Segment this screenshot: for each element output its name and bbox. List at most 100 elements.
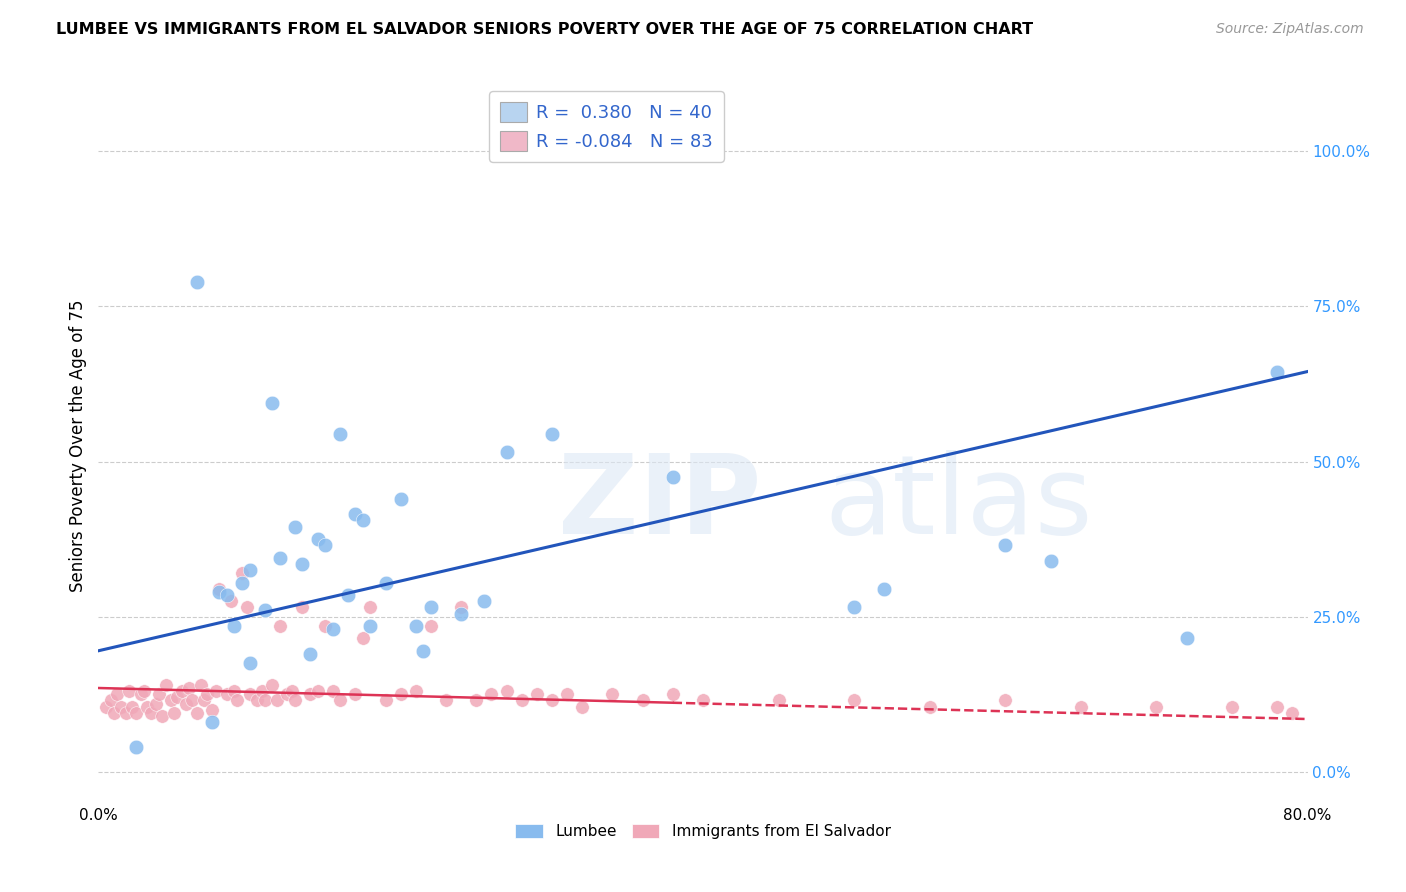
Point — [307, 684, 329, 698]
Point — [661, 470, 683, 484]
Y-axis label: Seniors Poverty Over the Age of 75: Seniors Poverty Over the Age of 75 — [69, 300, 87, 592]
Point — [215, 687, 238, 701]
Point — [118, 684, 141, 698]
Point — [472, 594, 495, 608]
Point — [526, 687, 548, 701]
Point — [291, 600, 314, 615]
Point — [540, 426, 562, 441]
Point — [1175, 632, 1198, 646]
Point — [105, 687, 128, 701]
Point — [291, 557, 314, 571]
Point — [239, 656, 262, 670]
Point — [555, 687, 578, 701]
Point — [208, 582, 231, 596]
Point — [125, 739, 148, 754]
Point — [329, 693, 352, 707]
Point — [768, 693, 790, 707]
Point — [186, 706, 208, 720]
Point — [284, 519, 307, 533]
Point — [195, 687, 218, 701]
Point — [224, 684, 246, 698]
Point — [314, 538, 336, 552]
Point — [307, 532, 329, 546]
Legend: Lumbee, Immigrants from El Salvador: Lumbee, Immigrants from El Salvador — [509, 818, 897, 845]
Point — [434, 693, 457, 707]
Point — [129, 687, 152, 701]
Point — [420, 619, 443, 633]
Point — [344, 687, 367, 701]
Point — [150, 709, 173, 723]
Point — [224, 619, 246, 633]
Point — [602, 687, 624, 701]
Point — [495, 684, 517, 698]
Point — [299, 647, 322, 661]
Point — [276, 687, 298, 701]
Point — [226, 693, 249, 707]
Point — [262, 678, 284, 692]
Point — [1220, 699, 1243, 714]
Point — [239, 563, 262, 577]
Point — [235, 600, 257, 615]
Point — [190, 678, 212, 692]
Point — [284, 693, 307, 707]
Point — [389, 687, 412, 701]
Point — [114, 706, 136, 720]
Point — [266, 693, 288, 707]
Point — [450, 607, 472, 621]
Text: ZIP: ZIP — [558, 450, 761, 557]
Point — [215, 588, 238, 602]
Point — [145, 697, 167, 711]
Point — [692, 693, 714, 707]
Point — [374, 693, 396, 707]
Point — [262, 395, 284, 409]
Point — [253, 603, 276, 617]
Point — [135, 699, 157, 714]
Point — [160, 693, 183, 707]
Point — [465, 693, 488, 707]
Point — [166, 690, 188, 705]
Point — [405, 684, 427, 698]
Point — [314, 619, 336, 633]
Point — [148, 687, 170, 701]
Text: atlas: atlas — [824, 450, 1092, 557]
Point — [269, 619, 291, 633]
Point — [374, 575, 396, 590]
Point — [201, 703, 224, 717]
Point — [141, 706, 163, 720]
Point — [181, 693, 204, 707]
Point — [571, 699, 593, 714]
Point — [510, 693, 533, 707]
Point — [121, 699, 143, 714]
Point — [103, 706, 125, 720]
Point — [994, 693, 1017, 707]
Point — [299, 687, 322, 701]
Point — [208, 584, 231, 599]
Point — [873, 582, 896, 596]
Point — [253, 693, 276, 707]
Point — [389, 491, 412, 506]
Point — [231, 575, 253, 590]
Point — [250, 684, 273, 698]
Point — [495, 445, 517, 459]
Point — [631, 693, 654, 707]
Point — [110, 699, 132, 714]
Point — [1267, 365, 1289, 379]
Text: LUMBEE VS IMMIGRANTS FROM EL SALVADOR SENIORS POVERTY OVER THE AGE OF 75 CORRELA: LUMBEE VS IMMIGRANTS FROM EL SALVADOR SE… — [56, 22, 1033, 37]
Point — [420, 600, 443, 615]
Point — [540, 693, 562, 707]
Point — [174, 697, 197, 711]
Point — [412, 644, 434, 658]
Point — [661, 687, 683, 701]
Point — [100, 693, 122, 707]
Point — [1070, 699, 1092, 714]
Point — [322, 684, 344, 698]
Point — [201, 715, 224, 730]
Point — [132, 684, 155, 698]
Point — [481, 687, 503, 701]
Point — [329, 426, 352, 441]
Point — [336, 588, 359, 602]
Point — [221, 594, 243, 608]
Text: Source: ZipAtlas.com: Source: ZipAtlas.com — [1216, 22, 1364, 37]
Point — [360, 619, 382, 633]
Point — [352, 632, 374, 646]
